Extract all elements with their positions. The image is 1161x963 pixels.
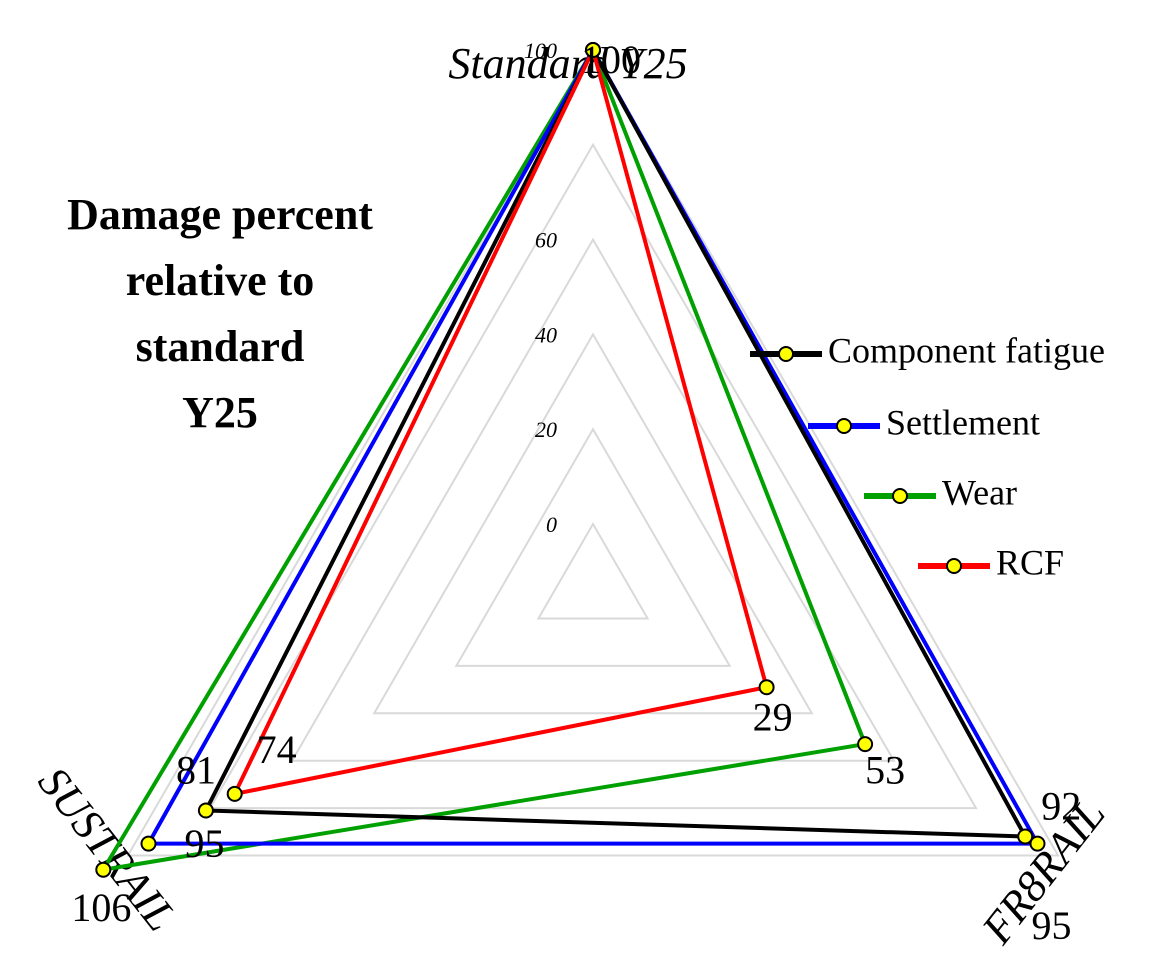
chart-title: Damage percent relative to standard Y25 <box>20 182 420 446</box>
data-point <box>197 802 214 819</box>
data-labels: 92 81 95 95 53 106 100 29 74 <box>71 37 1081 948</box>
data-point <box>758 679 775 696</box>
grid-ring <box>208 142 978 810</box>
data-label: 106 <box>71 885 131 930</box>
data-label: 74 <box>257 727 297 772</box>
data-point <box>140 835 157 852</box>
data-point <box>857 736 874 753</box>
series-line-3 <box>231 44 770 797</box>
tick-label: 20 <box>535 417 557 442</box>
grid-ring <box>454 427 732 667</box>
data-label: 92 <box>1041 784 1081 829</box>
legend-label: Wear <box>942 472 1017 512</box>
data-label: 53 <box>865 747 905 792</box>
grid-ring <box>372 332 814 715</box>
legend-label: Settlement <box>886 402 1040 442</box>
legend-swatch-marker <box>892 488 908 504</box>
data-label: 95 <box>184 821 224 866</box>
data-point <box>1029 835 1046 852</box>
data-point <box>226 785 243 802</box>
series-line-0 <box>202 45 1029 839</box>
data-point <box>1017 828 1034 845</box>
chart-title-line: Damage percent <box>67 190 373 239</box>
grid-ring <box>126 48 1060 857</box>
legend-swatch-marker <box>946 558 962 574</box>
grid-ring <box>536 522 650 620</box>
legend-label: Component fatigue <box>828 330 1105 370</box>
series-lines <box>95 42 1046 878</box>
data-label: 100 <box>581 37 641 82</box>
tick-label: 40 <box>535 322 557 347</box>
axis-label-standard-y25: Standard Y25 <box>448 39 687 88</box>
series-line-2 <box>99 45 868 873</box>
radial-tick-labels: 0 20 40 60 100 <box>524 38 557 537</box>
tick-label: 0 <box>546 512 557 537</box>
chart-title-line: relative to <box>125 256 315 305</box>
data-label: 95 <box>1032 903 1072 948</box>
data-point <box>585 42 601 58</box>
legend-label: RCF <box>996 542 1064 582</box>
data-label: 81 <box>176 748 216 793</box>
tick-label: 100 <box>524 38 557 63</box>
legend-swatch-marker <box>836 418 852 434</box>
legend: Component fatigue Settlement Wear RCF <box>750 330 1105 582</box>
chart-title-line: standard <box>135 322 305 371</box>
legend-swatch-marker <box>778 346 794 362</box>
grid-ring <box>290 237 896 762</box>
series-line-1 <box>145 45 1041 846</box>
tick-label: 60 <box>535 228 557 253</box>
radar-grid <box>126 48 1060 857</box>
data-point <box>95 861 112 878</box>
data-label: 29 <box>753 694 793 739</box>
chart-title-line: Y25 <box>182 388 258 437</box>
